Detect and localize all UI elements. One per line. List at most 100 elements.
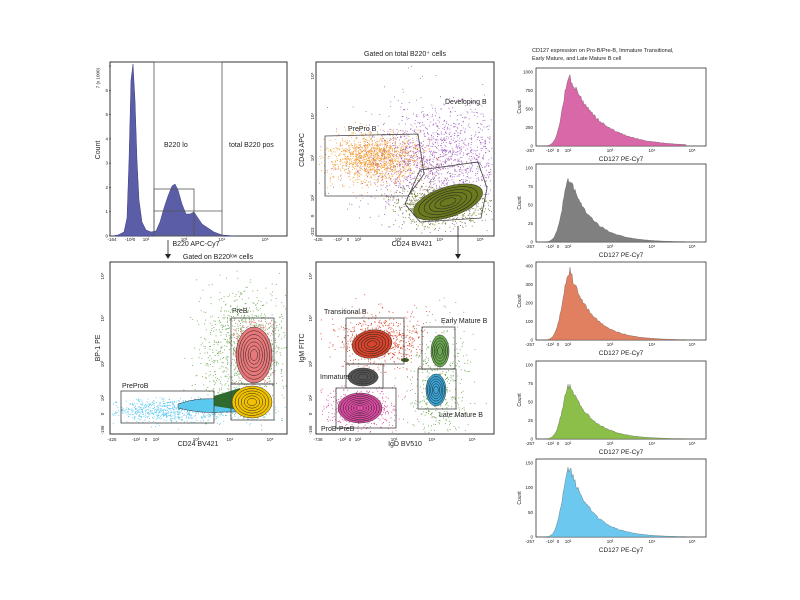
developing-cloud-dot (441, 182, 443, 184)
developing-cloud-dot (413, 152, 414, 154)
preprob-cloud-dot (170, 418, 172, 420)
bp1-green-cloud-dot (220, 365, 222, 367)
prepro-cloud-dot (375, 147, 377, 149)
developing-cloud-dot (472, 165, 473, 167)
prepro-cloud-dot (367, 155, 369, 157)
prepro-cloud-dot (348, 135, 350, 137)
developing-cloud-dot (418, 150, 420, 152)
developing-cloud-dot (453, 126, 455, 128)
bp1-green-cloud-dot (256, 323, 257, 325)
prepro-cloud-dot (399, 178, 400, 180)
bp1-green-cloud-dot (275, 342, 276, 343)
developing-cloud-dot (415, 148, 416, 149)
prepro-cloud-dot (410, 159, 412, 160)
developing-cloud-dot (486, 148, 487, 149)
prepro-cloud-dot (391, 153, 393, 155)
developing-cloud-dot (459, 153, 461, 155)
prepro-cloud-dot (347, 156, 348, 158)
prepro-cloud-dot (365, 152, 367, 154)
prepro-cloud-dot (397, 164, 399, 166)
bp1-green-cloud-dot (255, 304, 257, 306)
prepro-cloud-dot (386, 177, 387, 178)
prepro-cloud-dot (420, 166, 422, 167)
bp1-green-cloud-dot (212, 315, 214, 317)
bp1-green-cloud-dot (284, 334, 286, 336)
prepro-cloud-dot (424, 166, 425, 168)
prepro-cloud-dot (413, 171, 415, 173)
developing-cloud-dot (461, 125, 462, 126)
mature-cloud-dot (466, 180, 468, 182)
developing-cloud-dot (406, 163, 408, 165)
prepro-cloud-dot (340, 170, 342, 171)
developing-cloud-dot (374, 160, 375, 161)
bp1-green-cloud-dot (253, 318, 254, 320)
developing-cloud-dot (429, 158, 431, 160)
developing-cloud-dot (448, 107, 450, 109)
bp1-green-cloud-dot (234, 318, 236, 320)
developing-cloud-dot (390, 152, 392, 154)
developing-cloud-dot (405, 197, 407, 199)
developing-cloud-dot (395, 191, 397, 193)
prepro-cloud-dot (375, 179, 377, 181)
prepro-cloud-dot (383, 148, 384, 149)
mature-cloud-dot (426, 174, 428, 176)
prepro-cloud-dot (384, 164, 386, 166)
prepro-cloud-dot (384, 177, 386, 179)
developing-cloud-dot (429, 169, 431, 171)
bp1-green-cloud-dot (205, 377, 207, 379)
prepro-cloud-dot (372, 159, 374, 161)
developing-cloud-dot (437, 119, 439, 121)
prepro-cloud-dot (368, 160, 369, 161)
prepro-cloud-dot (366, 184, 368, 185)
prepro-cloud-dot (405, 166, 407, 168)
prepro-cloud-dot (387, 133, 388, 135)
developing-cloud-dot (451, 165, 453, 167)
bp1-green-cloud-dot (217, 391, 219, 393)
developing-cloud-dot (447, 159, 449, 161)
prepro-cloud-dot (377, 158, 378, 160)
prepro-cloud-dot (369, 151, 371, 153)
preprob-cloud-dot (157, 410, 159, 411)
developing-cloud-dot (473, 156, 475, 158)
prepro-cloud-dot (348, 145, 350, 147)
prepro-cloud-dot (390, 161, 392, 162)
developing-cloud-dot (475, 172, 476, 174)
developing-cloud-dot (454, 171, 456, 173)
prepro-cloud-dot (380, 173, 382, 175)
mature-cloud-dot (415, 203, 417, 205)
developing-cloud-dot (444, 125, 446, 127)
bp1-green-cloud-dot (218, 392, 220, 394)
bp1-green-cloud-dot (205, 339, 207, 341)
mature-cloud-dot (422, 196, 424, 198)
developing-cloud-dot (434, 179, 436, 181)
prepro-cloud-dot (377, 165, 378, 166)
prepro-cloud-dot (375, 154, 377, 156)
bp1-green-cloud-dot (268, 323, 270, 325)
developing-cloud-dot (456, 130, 457, 132)
developing-cloud-dot (424, 193, 425, 195)
developing-cloud-dot (467, 125, 469, 127)
prepro-cloud-dot (398, 177, 400, 179)
developing-cloud-dot (477, 203, 479, 205)
bp1-green-cloud-dot (213, 341, 215, 343)
bp1-green-cloud-dot (221, 346, 223, 348)
mature-cloud-dot (429, 186, 431, 188)
bp1-green-cloud-dot (272, 384, 273, 386)
prepro-cloud-dot (355, 173, 357, 175)
developing-cloud-dot (456, 126, 458, 128)
developing-cloud-dot (457, 151, 459, 153)
prepro-cloud-dot (365, 147, 366, 148)
bp1-green-cloud-dot (251, 314, 253, 316)
developing-cloud-dot (436, 219, 438, 221)
preprob-cloud-dot (128, 412, 130, 414)
bp1-green-cloud-dot (215, 379, 217, 381)
developing-cloud-dot (481, 165, 482, 167)
developing-cloud-dot (412, 150, 414, 152)
bp1-green-cloud-dot (191, 319, 193, 320)
developing-cloud-dot (388, 115, 390, 117)
developing-cloud-dot (433, 169, 434, 170)
bp1-green-cloud-dot (206, 377, 207, 379)
prepro-cloud-dot (348, 172, 350, 174)
developing-cloud-dot (428, 167, 430, 169)
bp1-green-cloud-dot (270, 368, 272, 370)
